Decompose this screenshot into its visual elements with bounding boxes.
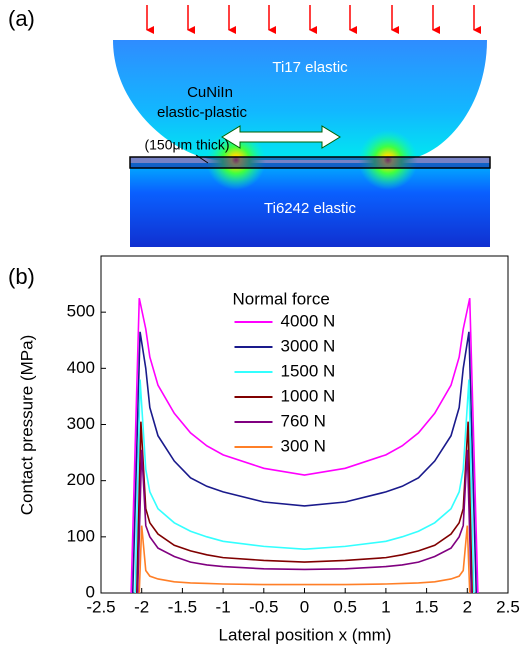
series-line bbox=[138, 525, 471, 594]
y-tick-label: 0 bbox=[86, 582, 95, 601]
legend-label: 4000 N bbox=[281, 311, 336, 330]
sliding-arrow bbox=[221, 125, 341, 149]
x-tick-label: -2 bbox=[134, 597, 149, 616]
layer-label: (150μm thick) bbox=[144, 137, 229, 153]
part-label: Ti6242 elastic bbox=[264, 200, 356, 217]
x-tick-label: -0.5 bbox=[249, 597, 278, 616]
legend-label: 760 N bbox=[281, 411, 326, 430]
x-tick-label: 0.5 bbox=[333, 597, 357, 616]
legend-label: 1500 N bbox=[281, 361, 336, 380]
x-tick-label: 1 bbox=[381, 597, 390, 616]
y-tick-label: 500 bbox=[67, 302, 95, 321]
pointer bbox=[195, 154, 209, 164]
series-line bbox=[134, 379, 475, 594]
x-tick-label: 2 bbox=[463, 597, 472, 616]
series-line bbox=[130, 297, 479, 594]
layer bbox=[129, 156, 491, 169]
x-tick-label: 1.5 bbox=[415, 597, 439, 616]
layer-label: CuNiIn bbox=[187, 84, 233, 101]
y-tick-label: 200 bbox=[67, 470, 95, 489]
y-tick-label: 100 bbox=[67, 526, 95, 545]
legend-title: Normal force bbox=[233, 289, 330, 308]
part-label: Ti17 elastic bbox=[272, 59, 348, 76]
series-line bbox=[136, 449, 473, 594]
x-tick-label: -1.5 bbox=[168, 597, 197, 616]
x-tick-label: -2.5 bbox=[86, 597, 115, 616]
legend-label: 3000 N bbox=[281, 336, 336, 355]
legend-label: 300 N bbox=[281, 436, 326, 455]
top-part bbox=[113, 40, 487, 160]
load-arrows bbox=[146, 5, 481, 34]
y-tick-label: 300 bbox=[67, 414, 95, 433]
y-tick-label: 400 bbox=[67, 358, 95, 377]
x-tick-label: -1 bbox=[216, 597, 231, 616]
legend-label: 1000 N bbox=[281, 386, 336, 405]
series-line bbox=[136, 421, 473, 594]
layer-label: elastic-plastic bbox=[157, 104, 248, 121]
x-tick-label: 2.5 bbox=[496, 597, 520, 616]
panel-a: (a) Ti17 elastic CuNiIn elastic-plastic … bbox=[8, 5, 491, 247]
series-line bbox=[131, 331, 478, 594]
panel-label: (a) bbox=[8, 6, 35, 31]
y-axis-label: Contact pressure (MPa) bbox=[17, 335, 36, 515]
panel-b: (b) Contact pressure (MPa) Lateral posit… bbox=[8, 255, 520, 644]
x-tick-label: 0 bbox=[300, 597, 309, 616]
panel-label: (b) bbox=[8, 264, 35, 289]
bottom-part bbox=[130, 163, 490, 247]
x-axis-label: Lateral position x (mm) bbox=[219, 625, 392, 644]
